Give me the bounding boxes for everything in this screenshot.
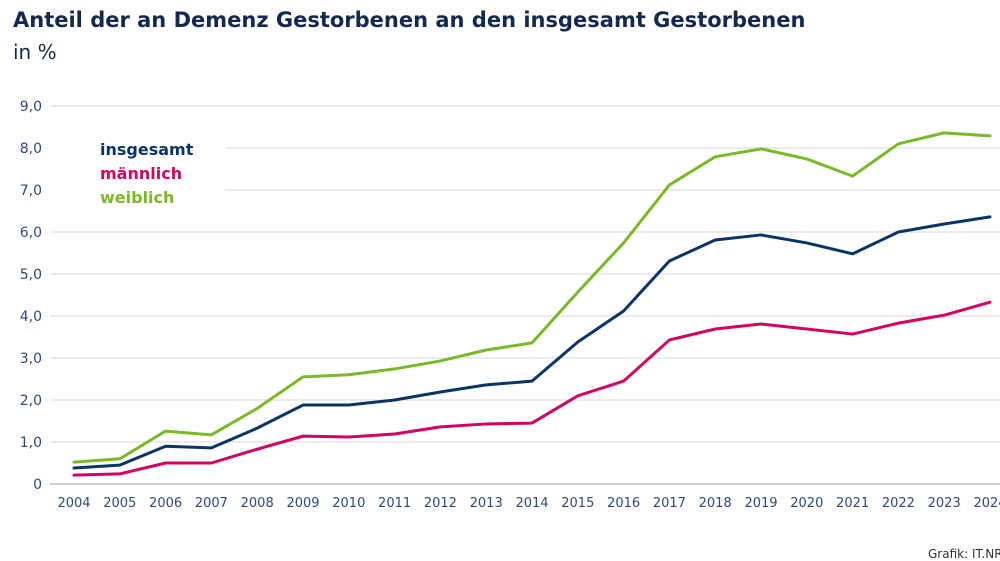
x-tick-label: 2022 [882,496,915,511]
legend-gap [50,188,225,192]
x-tick-label: 2007 [195,496,228,511]
chart-subtitle: in % [13,40,57,64]
x-tick-label: 2010 [332,496,365,511]
source-note: Grafik: IT.NRW [928,547,1000,561]
x-tick-label: 2011 [378,496,411,511]
x-tick-label: 2018 [699,496,732,511]
series-line-weiblich [72,131,992,464]
y-tick-label: 1,0 [20,435,42,451]
x-tick-label: 2004 [57,496,90,511]
y-tick-label: 6,0 [20,225,42,241]
x-tick-label: 2013 [470,496,503,511]
x-tick-label: 2017 [653,496,686,511]
y-tick-label: 5,0 [20,267,42,283]
chart-title: Anteil der an Demenz Gestorbenen an den … [13,8,806,32]
x-tick-label: 2014 [515,496,548,511]
x-tick-label: 2008 [241,496,274,511]
y-tick-label: 4,0 [20,309,42,325]
legend-insgesamt: insgesamt [100,140,194,159]
y-tick-label: 9,0 [20,99,42,115]
y-tick-label: 3,0 [20,351,42,367]
y-tick-label: 0 [33,477,42,493]
x-tick-label: 2024 [973,496,1000,511]
x-tick-label: 2015 [561,496,594,511]
x-tick-label: 2021 [836,496,869,511]
legend-weiblich: weiblich [100,188,175,207]
x-tick-label: 2023 [928,496,961,511]
y-tick-label: 8,0 [20,141,42,157]
x-tick-label: 2009 [286,496,319,511]
legend-gap [50,146,225,150]
x-tick-label: 2012 [424,496,457,511]
x-tick-label: 2006 [149,496,182,511]
x-tick-label: 2020 [790,496,823,511]
y-tick-label: 7,0 [20,183,42,199]
x-tick-label: 2019 [744,496,777,511]
y-tick-label: 2,0 [20,393,42,409]
legend-maennlich: männlich [100,164,183,183]
x-tick-label: 2005 [103,496,136,511]
x-tick-label: 2016 [607,496,640,511]
